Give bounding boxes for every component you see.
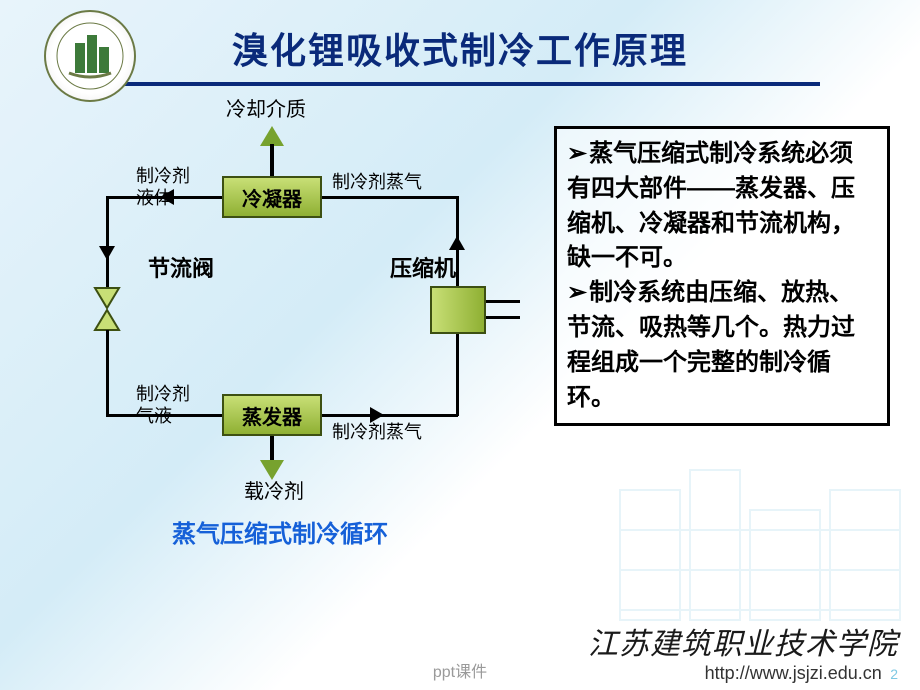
refrigerant-gasliquid-label: 制冷剂 气液: [136, 384, 190, 427]
compressor-label: 压缩机: [390, 256, 416, 282]
pipe: [106, 196, 109, 292]
throttle-valve-label: 节流阀: [148, 256, 174, 282]
school-logo: [44, 10, 136, 102]
evaporator-box: 蒸发器: [222, 394, 322, 436]
text-column: 蒸气压缩式制冷系统必须有四大部件——蒸发器、压缩机、冷凝器和节流机构，缺一不可。…: [554, 126, 890, 549]
page-title: 溴化锂吸收式制冷工作原理: [0, 14, 920, 74]
coolant-out-arrow-icon: [260, 460, 284, 480]
condenser-box: 冷凝器: [222, 176, 322, 218]
flow-arrow-icon: [370, 407, 384, 423]
diagram-caption: 蒸气压缩式制冷循环: [30, 514, 530, 549]
refrigerant-liquid-label: 制冷剂 液体: [136, 166, 190, 209]
compressor-shaft: [486, 300, 520, 303]
pipe: [456, 334, 459, 416]
cooling-medium-arrow-icon: [260, 126, 284, 146]
flow-arrow-icon: [449, 236, 465, 250]
school-name-calligraphy: 江苏建筑职业技术学院: [588, 619, 898, 663]
bullet-paragraph: 蒸气压缩式制冷系统必须有四大部件——蒸发器、压缩机、冷凝器和节流机构，缺一不可。: [567, 137, 877, 276]
pipe: [106, 330, 109, 416]
throttle-valve-icon: [93, 286, 121, 332]
bullet-paragraph: 制冷系统由压缩、放热、节流、吸热等几个。热力过程组成一个完整的制冷循环。: [567, 276, 877, 415]
refrigerant-vapor-top-label: 制冷剂蒸气: [332, 172, 422, 194]
title-underline: [100, 82, 820, 86]
refrigerant-vapor-bottom-label: 制冷剂蒸气: [332, 422, 422, 444]
evaporator-label: 蒸发器: [242, 401, 302, 430]
diagram-column: 冷却介质 冷凝器 制冷剂 液体 制冷剂蒸气 节流: [30, 126, 530, 549]
compressor-shaft: [486, 316, 520, 319]
explanation-textbox: 蒸气压缩式制冷系统必须有四大部件——蒸发器、压缩机、冷凝器和节流机构，缺一不可。…: [554, 126, 890, 426]
page-number: 2: [890, 666, 898, 682]
pipe: [322, 196, 458, 199]
coolant-label: 载冷剂: [244, 480, 304, 504]
refrigeration-cycle-diagram: 冷却介质 冷凝器 制冷剂 液体 制冷剂蒸气 节流: [40, 126, 520, 486]
compressor-icon: [430, 286, 486, 334]
flow-arrow-icon: [99, 246, 115, 260]
condenser-label: 冷凝器: [242, 183, 302, 212]
school-url: http://www.jsjzi.edu.cn: [705, 663, 882, 683]
footer: 江苏建筑职业技术学院 http://www.jsjzi.edu.cn 2: [0, 619, 920, 684]
header: 溴化锂吸收式制冷工作原理: [0, 0, 920, 86]
pipe: [322, 414, 458, 417]
cooling-medium-label: 冷却介质: [226, 98, 306, 122]
